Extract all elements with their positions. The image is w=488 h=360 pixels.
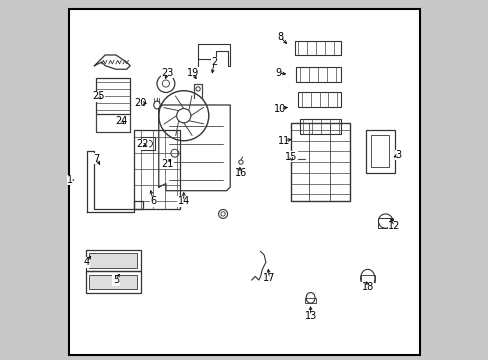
Text: 11: 11: [277, 136, 289, 146]
Bar: [290, 123, 349, 202]
Text: 22: 22: [136, 139, 149, 149]
Bar: [89, 253, 137, 267]
Text: 17: 17: [263, 273, 275, 283]
Bar: [365, 130, 394, 173]
Text: 12: 12: [387, 221, 400, 231]
Text: 18: 18: [361, 282, 373, 292]
Text: 20: 20: [134, 98, 147, 108]
Bar: [378, 217, 392, 228]
Bar: [85, 249, 141, 271]
Text: 15: 15: [284, 152, 297, 162]
Text: 5: 5: [113, 275, 119, 285]
Text: 8: 8: [277, 32, 283, 42]
Bar: [299, 119, 340, 134]
Bar: [141, 137, 155, 150]
Bar: [89, 275, 137, 289]
Text: 25: 25: [92, 91, 104, 101]
Bar: [96, 78, 130, 114]
Bar: [296, 67, 340, 82]
Text: 16: 16: [234, 168, 246, 178]
Bar: [294, 41, 340, 55]
Bar: [298, 93, 340, 107]
Text: 13: 13: [304, 311, 316, 321]
Bar: [134, 130, 180, 208]
Text: 7: 7: [93, 154, 99, 163]
Bar: [370, 135, 388, 167]
Bar: [360, 275, 374, 282]
Text: 14: 14: [177, 197, 189, 206]
Text: 4: 4: [83, 257, 89, 267]
Text: 9: 9: [275, 68, 281, 78]
Text: 2: 2: [211, 57, 217, 67]
Text: 19: 19: [186, 68, 199, 78]
Text: 24: 24: [115, 116, 127, 126]
Text: 3: 3: [394, 150, 400, 160]
Text: 6: 6: [150, 197, 156, 206]
Bar: [305, 298, 315, 303]
Bar: [85, 271, 141, 293]
Text: 10: 10: [274, 104, 286, 113]
Text: 1: 1: [67, 175, 73, 185]
Text: 23: 23: [161, 68, 174, 78]
Text: 21: 21: [161, 159, 174, 169]
